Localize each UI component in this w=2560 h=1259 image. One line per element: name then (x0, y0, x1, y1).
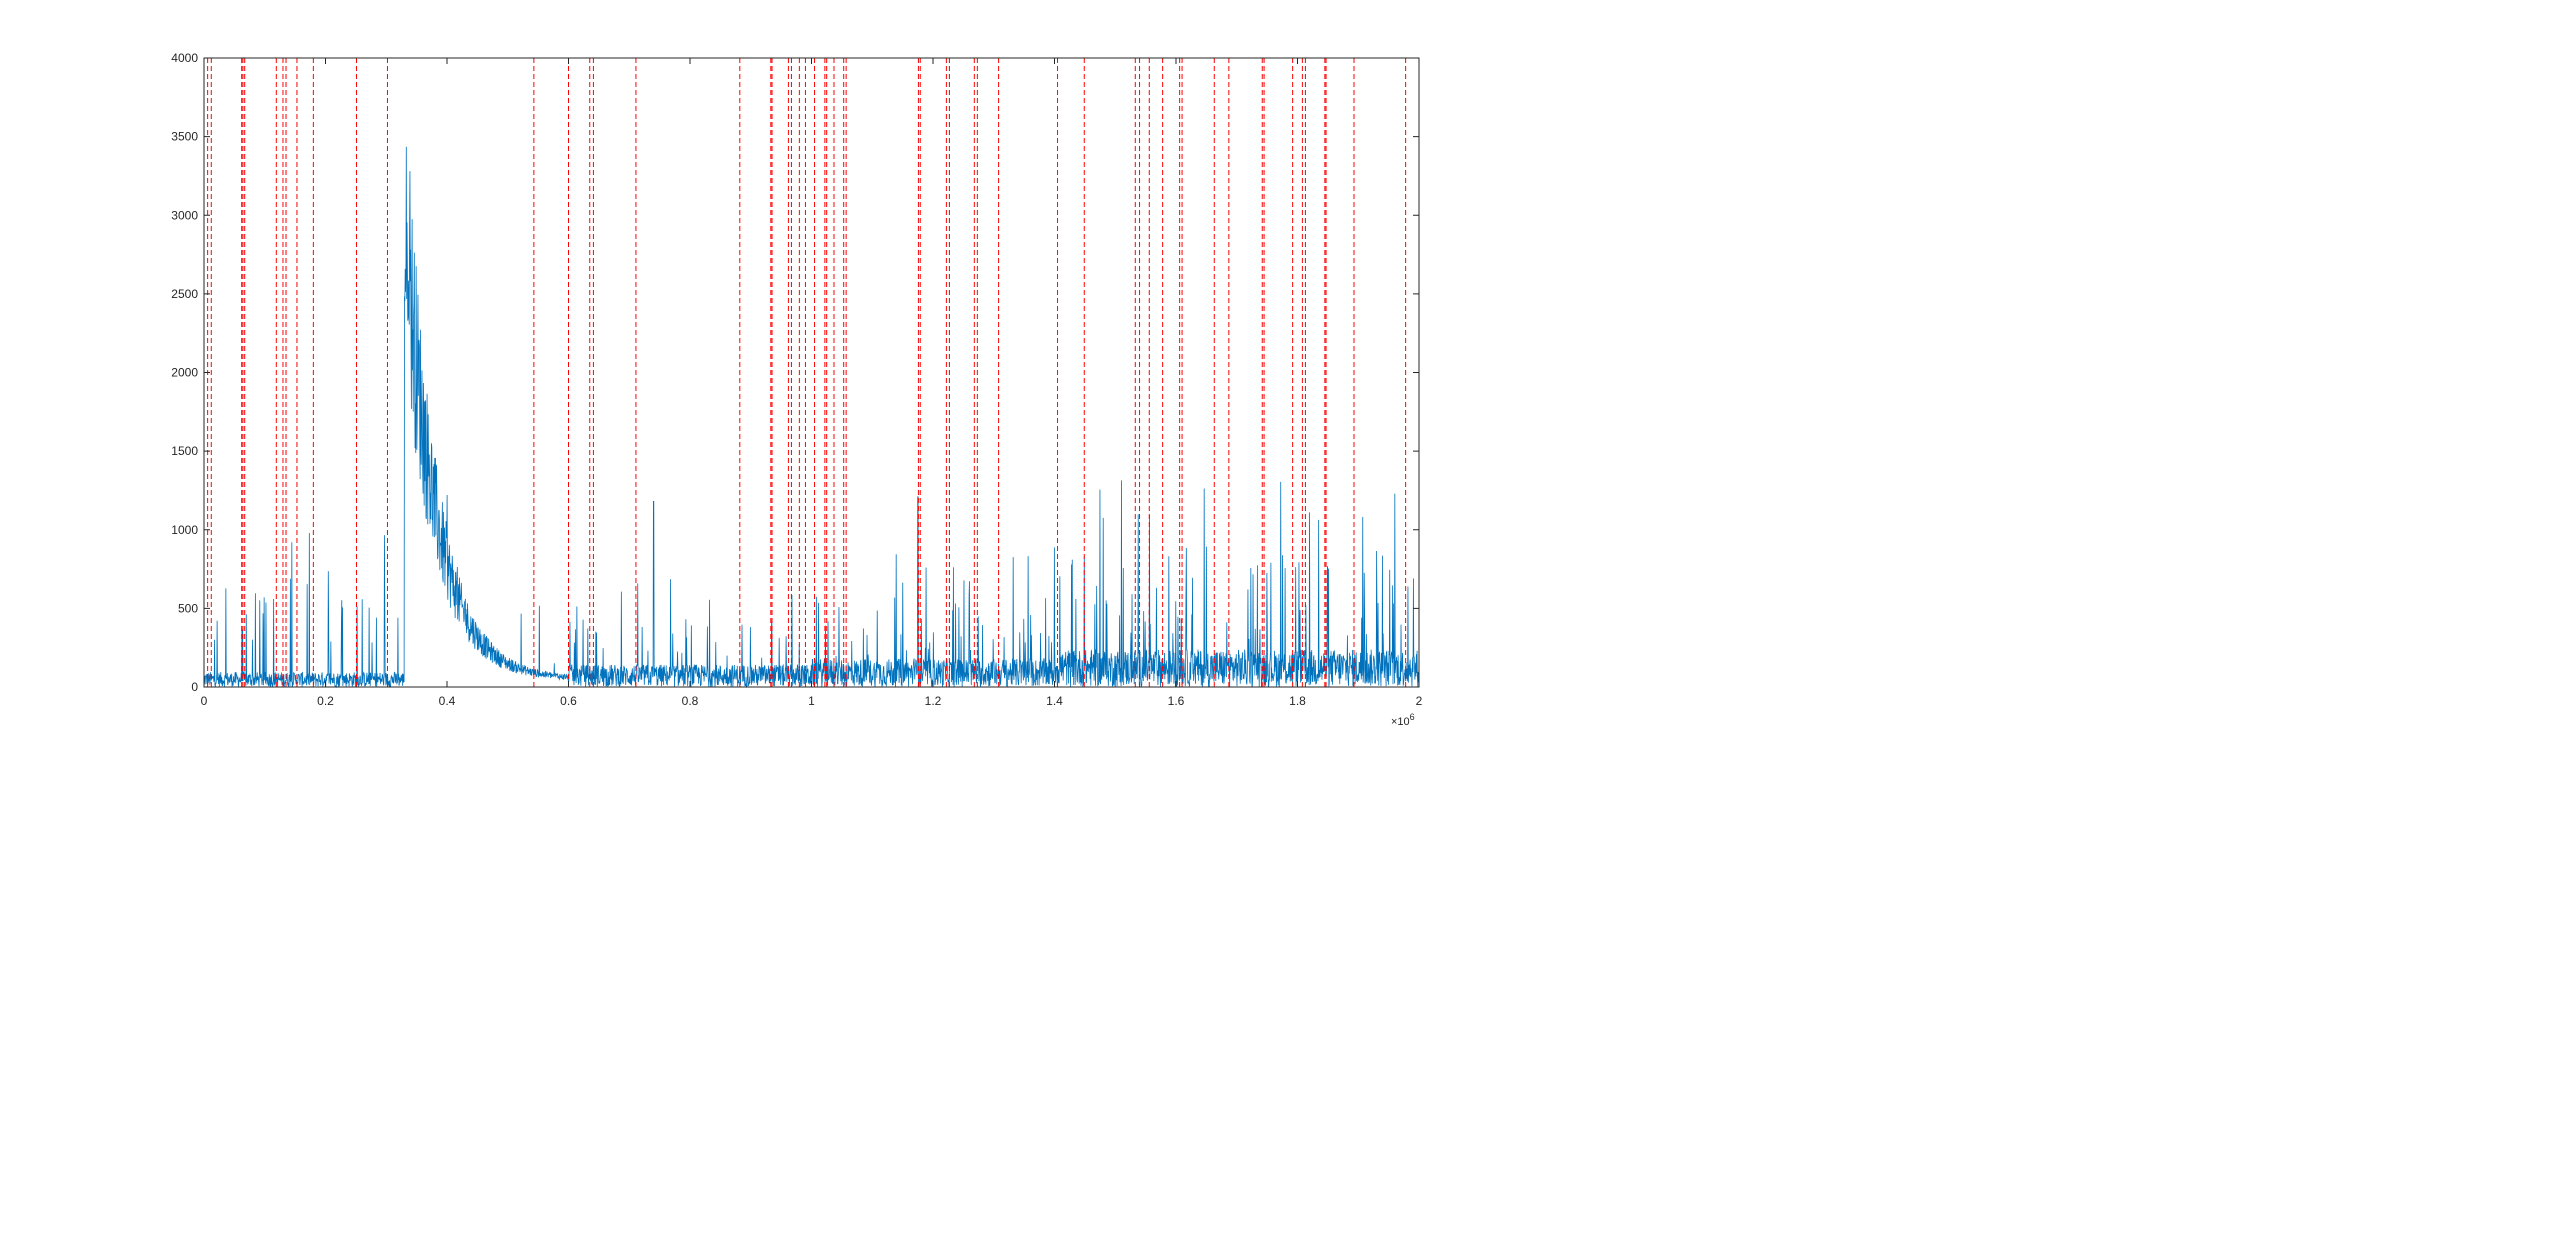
x-tick-label: 1.4 (1046, 694, 1063, 708)
x-exponent-base: ×10 (1391, 716, 1410, 728)
y-tick-label: 3000 (171, 208, 198, 222)
x-tick-label: 1 (808, 694, 815, 708)
x-tick-label: 0.4 (439, 694, 456, 708)
y-tick-label: 4000 (171, 51, 198, 65)
x-tick-label: 0.8 (682, 694, 699, 708)
vertical-markers (207, 58, 1407, 687)
y-tick-label: 0 (191, 680, 198, 694)
plot-area (203, 57, 1420, 689)
axis-ticks (203, 57, 1420, 688)
x-tick-labels: 0 0.2 0.4 0.6 0.8 1 1.2 1.4 1.6 1.8 2 (201, 694, 1423, 708)
y-tick-label: 500 (178, 601, 198, 615)
x-tick-label: 0.6 (560, 694, 577, 708)
x-tick-label: 1.2 (925, 694, 942, 708)
x-axis-exponent: ×106 (1391, 712, 1415, 728)
signal-series (203, 146, 1420, 689)
x-tick-label: 0.2 (317, 694, 334, 708)
signal-line (203, 146, 1420, 689)
x-tick-label: 1.8 (1289, 694, 1306, 708)
y-tick-labels: 0 500 1000 1500 2000 2500 3000 3500 4000 (171, 51, 198, 694)
axes-background (204, 58, 1419, 687)
x-tick-label: 2 (1416, 694, 1423, 708)
y-tick-label: 3500 (171, 130, 198, 144)
x-tick-label: 0 (201, 694, 208, 708)
y-tick-label: 2000 (171, 366, 198, 380)
y-tick-label: 1500 (171, 444, 198, 458)
figure: 0 0.2 0.4 0.6 0.8 1 1.2 1.4 1.6 1.8 2 0 500 1000 1500… (0, 0, 1568, 773)
y-tick-label: 1000 (171, 523, 198, 537)
y-tick-label: 2500 (171, 287, 198, 301)
x-tick-label: 1.6 (1168, 694, 1185, 708)
x-exponent-power: 6 (1410, 712, 1415, 722)
